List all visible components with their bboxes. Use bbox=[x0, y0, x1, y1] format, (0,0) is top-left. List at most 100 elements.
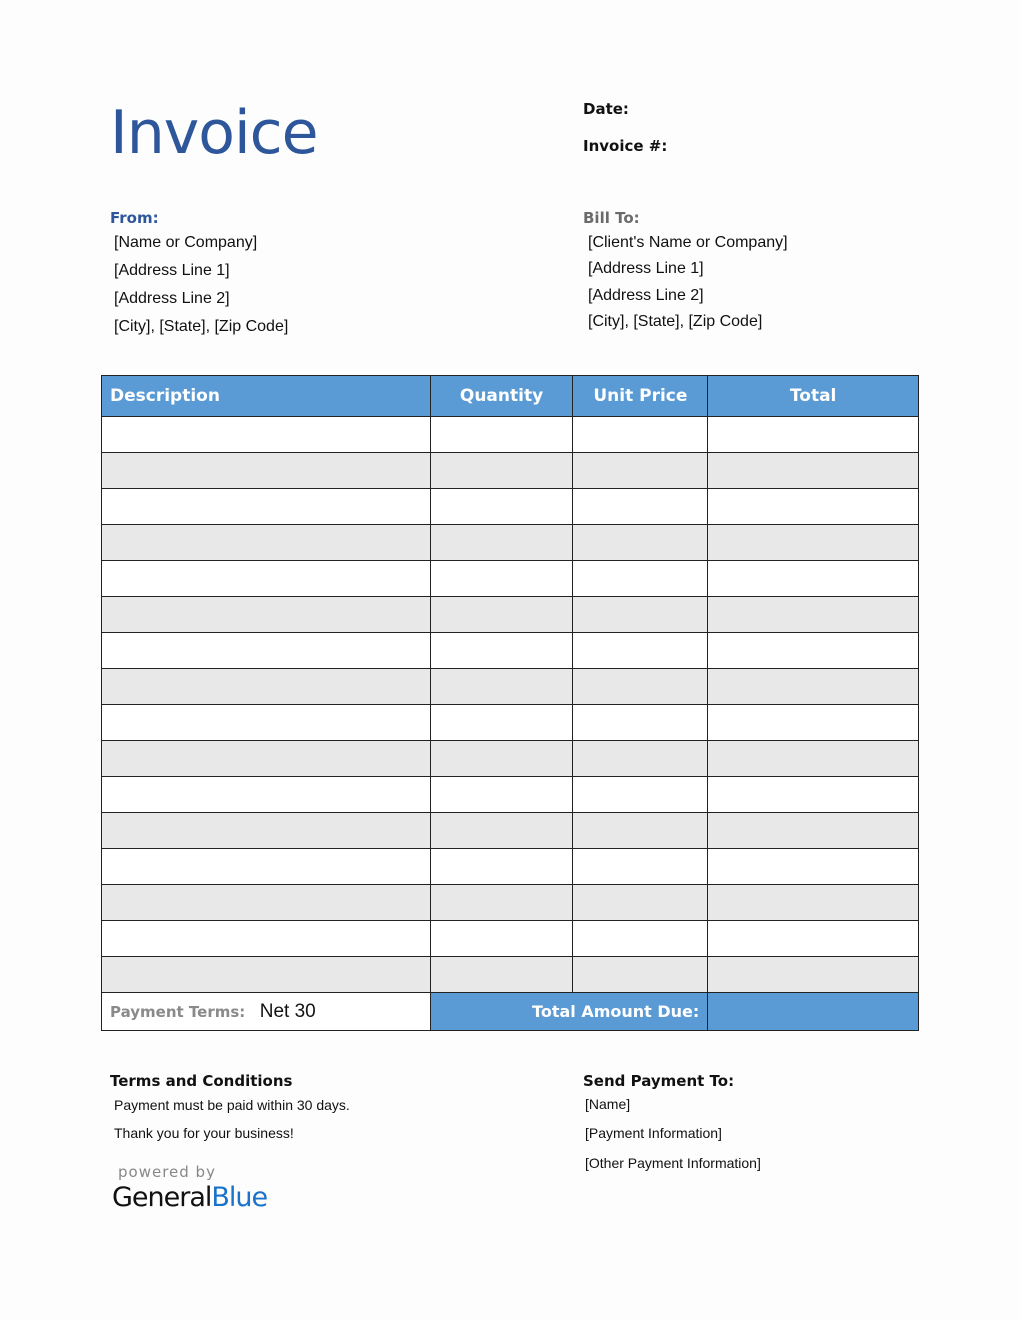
quantity-cell[interactable] bbox=[429, 488, 574, 525]
description-cell[interactable] bbox=[101, 812, 431, 849]
terms-label: Terms and Conditions bbox=[110, 1072, 293, 1090]
unit-price-cell[interactable] bbox=[572, 740, 709, 777]
quantity-cell[interactable] bbox=[429, 668, 574, 705]
from-city: [City], [State], [Zip Code] bbox=[114, 318, 289, 335]
column-quantity: Quantity bbox=[429, 375, 574, 417]
terms-line-2: Thank you for your business! bbox=[114, 1125, 294, 1141]
description-cell[interactable] bbox=[101, 956, 431, 993]
total-cell[interactable] bbox=[707, 704, 919, 741]
total-cell[interactable] bbox=[707, 488, 919, 525]
from-address-2: [Address Line 2] bbox=[114, 290, 230, 307]
description-cell[interactable] bbox=[101, 668, 431, 705]
bill-to-city: [City], [State], [Zip Code] bbox=[588, 313, 763, 330]
unit-price-cell[interactable] bbox=[572, 776, 709, 813]
total-due-value[interactable] bbox=[707, 992, 919, 1031]
description-cell[interactable] bbox=[101, 452, 431, 489]
from-name: [Name or Company] bbox=[114, 234, 258, 251]
payment-terms-cell: Payment Terms: Net 30 bbox=[101, 992, 431, 1031]
table-row bbox=[101, 920, 919, 957]
quantity-cell[interactable] bbox=[429, 596, 574, 633]
quantity-cell[interactable] bbox=[429, 848, 574, 885]
table-row bbox=[101, 776, 919, 813]
send-payment-name: [Name] bbox=[585, 1096, 631, 1112]
description-cell[interactable] bbox=[101, 596, 431, 633]
unit-price-cell[interactable] bbox=[572, 488, 709, 525]
terms-line-1: Payment must be paid within 30 days. bbox=[114, 1097, 350, 1113]
description-cell[interactable] bbox=[101, 776, 431, 813]
quantity-cell[interactable] bbox=[429, 452, 574, 489]
unit-price-cell[interactable] bbox=[572, 812, 709, 849]
description-cell[interactable] bbox=[101, 704, 431, 741]
table-row bbox=[101, 524, 919, 561]
description-cell[interactable] bbox=[101, 488, 431, 525]
unit-price-cell[interactable] bbox=[572, 884, 709, 921]
unit-price-cell[interactable] bbox=[572, 704, 709, 741]
total-cell[interactable] bbox=[707, 668, 919, 705]
description-cell[interactable] bbox=[101, 524, 431, 561]
send-payment-other: [Other Payment Information] bbox=[585, 1155, 761, 1171]
table-row bbox=[101, 740, 919, 777]
total-cell[interactable] bbox=[707, 452, 919, 489]
unit-price-cell[interactable] bbox=[572, 596, 709, 633]
quantity-cell[interactable] bbox=[429, 920, 574, 957]
column-description: Description bbox=[101, 375, 431, 417]
logo-blue: Blue bbox=[211, 1182, 268, 1213]
description-cell[interactable] bbox=[101, 416, 431, 453]
total-cell[interactable] bbox=[707, 812, 919, 849]
table-row bbox=[101, 812, 919, 849]
total-cell[interactable] bbox=[707, 560, 919, 597]
quantity-cell[interactable] bbox=[429, 632, 574, 669]
unit-price-cell[interactable] bbox=[572, 848, 709, 885]
description-cell[interactable] bbox=[101, 920, 431, 957]
total-cell[interactable] bbox=[707, 596, 919, 633]
total-cell[interactable] bbox=[707, 956, 919, 993]
unit-price-cell[interactable] bbox=[572, 956, 709, 993]
quantity-cell[interactable] bbox=[429, 812, 574, 849]
bill-to-name: [Client's Name or Company] bbox=[588, 234, 788, 251]
unit-price-cell[interactable] bbox=[572, 668, 709, 705]
table-row bbox=[101, 704, 919, 741]
quantity-cell[interactable] bbox=[429, 776, 574, 813]
description-cell[interactable] bbox=[101, 740, 431, 777]
unit-price-cell[interactable] bbox=[572, 416, 709, 453]
description-cell[interactable] bbox=[101, 884, 431, 921]
payment-terms-value[interactable]: Net 30 bbox=[259, 1000, 316, 1022]
description-cell[interactable] bbox=[101, 560, 431, 597]
unit-price-cell[interactable] bbox=[572, 632, 709, 669]
quantity-cell[interactable] bbox=[429, 704, 574, 741]
unit-price-cell[interactable] bbox=[572, 560, 709, 597]
quantity-cell[interactable] bbox=[429, 560, 574, 597]
unit-price-cell[interactable] bbox=[572, 452, 709, 489]
generalblue-logo: GeneralBlue bbox=[112, 1182, 268, 1213]
page-title: Invoice bbox=[110, 98, 319, 168]
send-payment-label: Send Payment To: bbox=[583, 1072, 735, 1090]
from-label: From: bbox=[110, 209, 159, 227]
date-label: Date: bbox=[583, 100, 629, 118]
description-cell[interactable] bbox=[101, 848, 431, 885]
quantity-cell[interactable] bbox=[429, 956, 574, 993]
description-cell[interactable] bbox=[101, 632, 431, 669]
total-cell[interactable] bbox=[707, 776, 919, 813]
send-payment-info: [Payment Information] bbox=[585, 1125, 722, 1141]
from-address-1: [Address Line 1] bbox=[114, 262, 230, 279]
unit-price-cell[interactable] bbox=[572, 920, 709, 957]
total-cell[interactable] bbox=[707, 848, 919, 885]
bill-to-label: Bill To: bbox=[583, 209, 640, 227]
total-cell[interactable] bbox=[707, 740, 919, 777]
total-cell[interactable] bbox=[707, 416, 919, 453]
powered-by-text: powered by bbox=[118, 1163, 216, 1181]
table-row bbox=[101, 848, 919, 885]
total-cell[interactable] bbox=[707, 884, 919, 921]
total-cell[interactable] bbox=[707, 920, 919, 957]
quantity-cell[interactable] bbox=[429, 884, 574, 921]
bill-to-address-1: [Address Line 1] bbox=[588, 260, 704, 277]
unit-price-cell[interactable] bbox=[572, 524, 709, 561]
quantity-cell[interactable] bbox=[429, 740, 574, 777]
total-cell[interactable] bbox=[707, 632, 919, 669]
column-total: Total bbox=[707, 375, 919, 417]
quantity-cell[interactable] bbox=[429, 416, 574, 453]
quantity-cell[interactable] bbox=[429, 524, 574, 561]
total-cell[interactable] bbox=[707, 524, 919, 561]
total-due-label: Total Amount Due: bbox=[429, 992, 709, 1031]
table-row bbox=[101, 632, 919, 669]
